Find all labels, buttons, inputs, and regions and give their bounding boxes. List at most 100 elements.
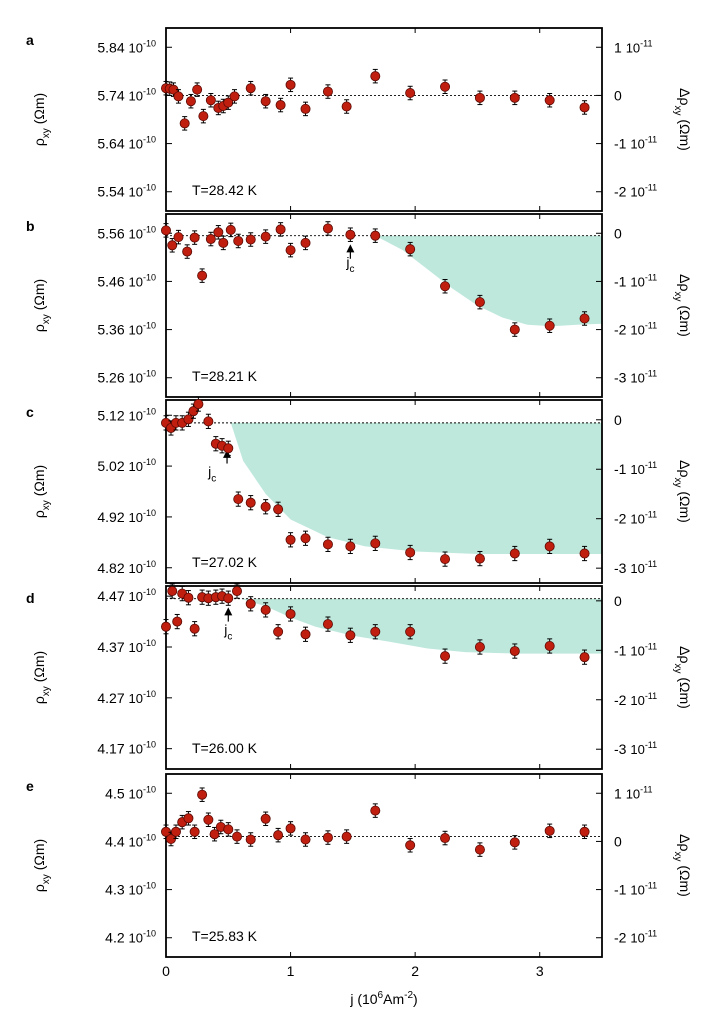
text-part: 10 <box>630 323 644 338</box>
right-tick-label: -3 10-11 <box>614 740 657 757</box>
data-point <box>183 592 194 603</box>
text-part: -11 <box>645 135 657 145</box>
right-tick-label: 0 <box>614 87 622 103</box>
data-point <box>218 237 229 248</box>
data-point <box>170 826 181 837</box>
data-point <box>273 504 284 515</box>
text-part: j <box>345 254 349 270</box>
panel-letter: e <box>26 778 34 794</box>
text-part: (Ωm) <box>31 93 47 128</box>
text-part: -10 <box>143 740 156 750</box>
left-tick-label: 5.56 10-10 <box>97 224 156 241</box>
data-point <box>345 630 356 641</box>
text-part: 10 <box>129 691 143 706</box>
left-tick-label: 5.02 10-10 <box>97 457 156 474</box>
left-tick-label: 5.64 10-10 <box>97 135 156 152</box>
text-part: 0 <box>614 833 622 849</box>
text-part: -2 <box>404 990 413 1001</box>
data-point <box>405 88 416 99</box>
data-point <box>245 598 256 609</box>
text-part: -11 <box>645 460 657 470</box>
text-part: -11 <box>645 272 657 282</box>
panel-frame <box>165 773 603 958</box>
text-part: Δρ <box>677 646 693 663</box>
data-point <box>167 586 178 597</box>
text-part: -10 <box>143 457 156 467</box>
text-part: (Ωm) <box>31 839 47 874</box>
data-point <box>405 547 416 558</box>
text-part: 5.54 <box>97 184 124 200</box>
panel-b: 5.56 10-105.46 10-105.36 10-105.26 10-10… <box>26 213 693 398</box>
text-part: -11 <box>640 38 652 48</box>
data-point <box>172 616 183 627</box>
data-point <box>223 824 234 835</box>
text-part: c <box>349 264 354 275</box>
x-tick-label: 3 <box>536 963 544 979</box>
text-part: 5.74 <box>97 87 124 103</box>
text-part: -10 <box>143 587 156 597</box>
text-part: 5.64 <box>97 136 124 152</box>
data-point <box>544 320 555 331</box>
data-point <box>183 414 194 425</box>
text-part: (Ωm) <box>677 487 693 522</box>
text-part: -11 <box>645 510 657 520</box>
text-part: 10 <box>129 589 143 604</box>
y-axis-left-label: ρxy (Ωm) <box>31 651 52 704</box>
text-part: 0 <box>614 225 622 241</box>
data-point <box>544 95 555 106</box>
data-point <box>160 225 171 236</box>
data-point <box>322 86 333 97</box>
y-axis-right-label: Δρxy (Ωm) <box>672 274 693 337</box>
text-part: 5.12 <box>97 407 124 423</box>
text-part: xy <box>41 314 52 324</box>
text-part: -11 <box>645 559 657 569</box>
data-point <box>223 443 234 454</box>
text-part: ρ <box>31 510 47 518</box>
text-part: Δρ <box>677 460 693 477</box>
left-tick-label: 5.12 10-10 <box>97 406 156 423</box>
data-point <box>275 224 286 235</box>
text-part: j <box>207 463 211 479</box>
data-point <box>509 92 520 103</box>
panel-d: 4.47 10-104.37 10-104.27 10-104.17 10-10… <box>26 583 693 770</box>
data-point <box>205 95 216 106</box>
text-part: 10 <box>129 883 143 898</box>
text-part: 10 <box>630 643 644 658</box>
jc-arrow-head <box>346 244 355 253</box>
text-part: -10 <box>143 86 156 96</box>
text-part: -1 <box>614 642 627 658</box>
text-part: 10 <box>129 640 143 655</box>
y-axis-left-label: ρxy (Ωm) <box>31 279 52 332</box>
data-point <box>345 541 356 552</box>
text-part: 4.3 <box>105 882 125 898</box>
text-part: -10 <box>143 135 156 145</box>
right-tick-label: -1 10-11 <box>614 641 657 658</box>
data-point <box>341 831 352 842</box>
data-point <box>197 270 208 281</box>
data-point <box>185 96 196 107</box>
text-part: xy <box>41 128 52 138</box>
text-part: -2 <box>614 511 627 527</box>
text-part: 10 <box>129 561 143 576</box>
data-point <box>370 626 381 637</box>
data-point <box>509 324 520 335</box>
y-axis-right-label: Δρxy (Ωm) <box>672 646 693 709</box>
data-point <box>273 830 284 841</box>
data-point <box>544 640 555 651</box>
data-point <box>474 642 485 653</box>
text-part: 10 <box>630 185 644 200</box>
panel-letter: c <box>26 404 34 420</box>
data-point <box>285 823 296 834</box>
data-point <box>341 101 352 112</box>
text-part: -2 <box>614 692 627 708</box>
text-part: 10 <box>630 371 644 386</box>
text-part: -11 <box>645 740 657 750</box>
data-point <box>440 554 451 565</box>
data-point <box>509 548 520 559</box>
text-part: 10 <box>630 274 644 289</box>
data-point <box>245 83 256 94</box>
text-part: 10 <box>129 137 143 152</box>
data-point <box>579 102 590 113</box>
text-part: 10 <box>129 371 143 386</box>
